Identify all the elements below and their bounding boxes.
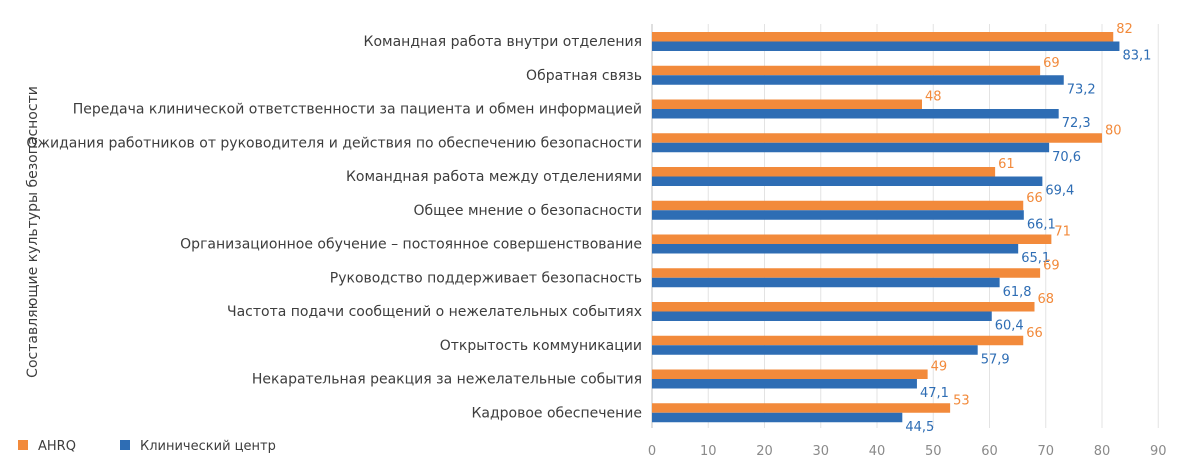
bar-ahrq bbox=[652, 200, 1024, 211]
x-tick-label: 90 bbox=[1150, 444, 1167, 459]
data-label: 60,4 bbox=[995, 319, 1024, 334]
bar-clinical-center bbox=[652, 277, 1000, 288]
data-label: 72,3 bbox=[1062, 116, 1091, 131]
category-label: Командная работа внутри отделения bbox=[364, 34, 642, 50]
bar-clinical-center bbox=[652, 311, 992, 321]
category-label: Общее мнение о безопасности bbox=[413, 203, 642, 219]
bar-clinical-center bbox=[652, 210, 1024, 220]
x-tick-label: 30 bbox=[812, 444, 829, 459]
category-label: Организационное обучение – постоянное со… bbox=[180, 237, 642, 253]
category-label: Ожидания работников от руководителя и де… bbox=[26, 135, 642, 151]
data-label: 66 bbox=[1026, 191, 1043, 206]
category-label: Некарательная реакция за нежелательные с… bbox=[252, 372, 642, 388]
data-label: 83,1 bbox=[1122, 49, 1151, 64]
data-label: 44,5 bbox=[905, 420, 934, 435]
x-axis-ticks: 0 10 20 30 40 50 60 70 80 90 bbox=[648, 444, 1167, 459]
bar-clinical-center bbox=[652, 244, 1019, 254]
data-label: 68 bbox=[1038, 292, 1055, 307]
x-tick-label: 10 bbox=[700, 444, 717, 459]
x-tick-label: 60 bbox=[981, 444, 998, 459]
bar-ahrq bbox=[652, 133, 1102, 143]
y-axis-title: Составляющие культуры безопасности bbox=[25, 86, 41, 378]
bar-ahrq bbox=[652, 369, 928, 379]
data-label: 66,1 bbox=[1027, 217, 1056, 232]
category-label: Руководство поддерживает безопасность bbox=[330, 270, 642, 286]
bar-ahrq bbox=[652, 403, 951, 413]
data-label: 61 bbox=[998, 157, 1015, 172]
legend-label: AHRQ bbox=[38, 439, 76, 454]
x-tick-label: 70 bbox=[1037, 444, 1054, 459]
data-label: 49 bbox=[931, 360, 948, 375]
category-label: Частота подачи сообщений о нежелательных… bbox=[227, 304, 642, 320]
data-label: 65,1 bbox=[1021, 251, 1050, 266]
bar-clinical-center bbox=[652, 75, 1064, 85]
data-label: 61,8 bbox=[1003, 285, 1032, 300]
bar-ahrq bbox=[652, 32, 1114, 42]
category-label: Передача клинической ответственности за … bbox=[73, 102, 642, 118]
x-tick-label: 40 bbox=[869, 444, 886, 459]
bar-clinical-center bbox=[652, 41, 1120, 51]
category-label: Открытость коммуникации bbox=[440, 338, 642, 354]
data-label: 69 bbox=[1043, 56, 1060, 71]
data-label: 69 bbox=[1043, 258, 1060, 273]
category-label: Обратная связь bbox=[526, 68, 642, 84]
category-label: Командная работа между отделениями bbox=[346, 169, 642, 185]
legend: AHRQ Клинический центр bbox=[18, 439, 276, 454]
data-label: 70,6 bbox=[1052, 150, 1081, 165]
category-labels: Командная работа внутри отделения Обратна… bbox=[26, 34, 642, 421]
bar-ahrq bbox=[652, 65, 1041, 76]
data-label: 57,9 bbox=[981, 352, 1010, 367]
bar-clinical-center bbox=[652, 109, 1059, 119]
bar-clinical-center bbox=[652, 142, 1050, 153]
bar-clinical-center bbox=[652, 345, 978, 355]
bar-clinical-center bbox=[652, 412, 903, 423]
data-label: 69,4 bbox=[1045, 184, 1074, 199]
bar-ahrq bbox=[652, 302, 1035, 312]
legend-swatch-clinical-center bbox=[120, 440, 130, 450]
legend-swatch-ahrq bbox=[18, 440, 28, 450]
bar-ahrq bbox=[652, 268, 1041, 278]
x-tick-label: 20 bbox=[756, 444, 773, 459]
data-label: 80 bbox=[1105, 123, 1122, 138]
gridlines bbox=[651, 24, 1159, 428]
bar-ahrq bbox=[652, 234, 1052, 244]
bar-clinical-center bbox=[652, 379, 917, 389]
data-label: 53 bbox=[953, 393, 970, 408]
data-label: 71 bbox=[1054, 225, 1071, 240]
x-tick-label: 50 bbox=[925, 444, 942, 459]
bar-ahrq bbox=[652, 167, 996, 177]
x-tick-label: 80 bbox=[1094, 444, 1111, 459]
category-label: Кадровое обеспечение bbox=[471, 405, 642, 421]
data-label: 73,2 bbox=[1067, 82, 1096, 97]
data-label: 66 bbox=[1026, 326, 1043, 341]
data-label: 48 bbox=[925, 90, 942, 105]
bar-clinical-center bbox=[652, 176, 1043, 186]
bar-ahrq bbox=[652, 335, 1024, 346]
data-label: 82 bbox=[1116, 22, 1133, 37]
data-label: 47,1 bbox=[920, 386, 949, 401]
bars bbox=[652, 32, 1120, 423]
x-tick-label: 0 bbox=[648, 444, 656, 459]
legend-label: Клинический центр bbox=[140, 439, 276, 454]
bar-ahrq bbox=[652, 99, 922, 109]
